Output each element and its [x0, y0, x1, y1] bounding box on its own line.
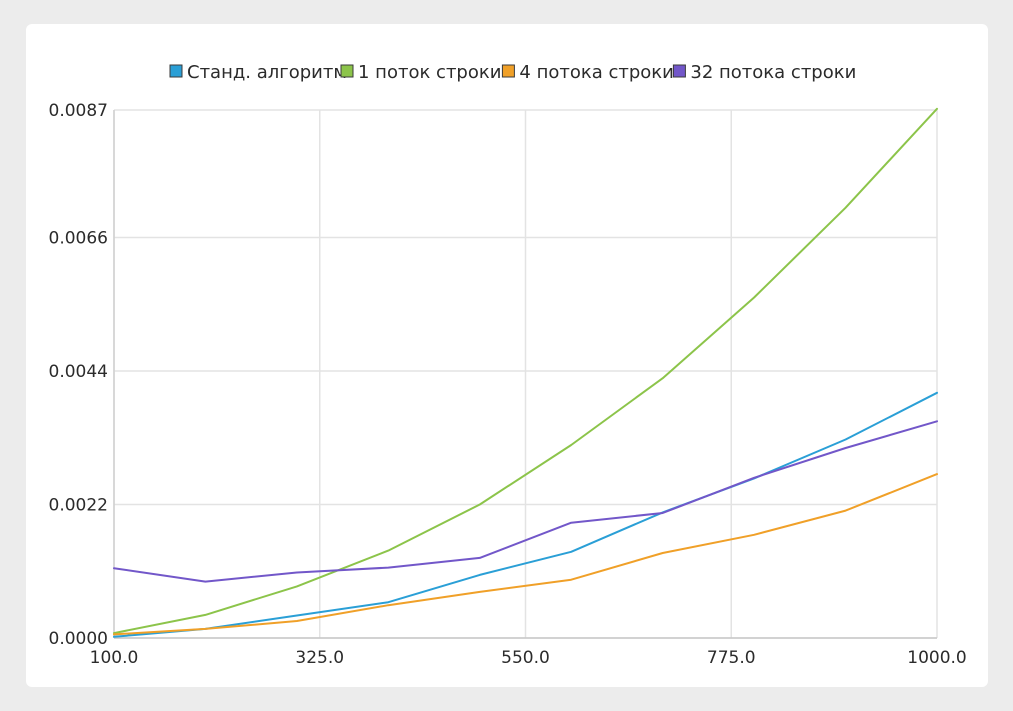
x-tick-label: 550.0 — [501, 648, 550, 668]
legend-swatch — [501, 64, 515, 78]
legend-label: 32 потока строки — [690, 62, 856, 83]
series-line-3 — [113, 473, 938, 636]
axes: 100.0 325.0 550.0 775.0 1000.0 0.0000 0.0022 0.… — [49, 101, 967, 668]
legend-swatch — [672, 64, 686, 78]
legend-label: 1 поток строки — [358, 62, 501, 83]
legend-swatch — [169, 64, 183, 78]
y-tick-label: 0.0000 — [49, 629, 108, 649]
legend-label: 4 потока строки — [519, 62, 673, 83]
grid — [113, 109, 938, 639]
legend-label: Станд. алгоритм — [187, 62, 347, 83]
legend-item[interactable]: 1 поток строки — [340, 62, 501, 83]
legend-item[interactable]: 4 потока строки — [501, 62, 674, 83]
x-tick-label: 775.0 — [707, 648, 756, 668]
chart-card: 100.0 325.0 550.0 775.0 1000.0 0.0000 0.0022 0.… — [26, 24, 988, 687]
series-lines — [113, 107, 938, 638]
legend-item[interactable]: Станд. алгоритм — [169, 62, 347, 83]
x-tick-label: 100.0 — [90, 648, 139, 668]
legend-swatch — [340, 64, 354, 78]
legend-item[interactable]: 32 потока строки — [672, 62, 856, 83]
series-line-2 — [113, 107, 938, 635]
series-line-1 — [113, 391, 938, 638]
x-tick-label: 1000.0 — [907, 648, 966, 668]
y-tick-label: 0.0087 — [49, 101, 108, 121]
y-tick-label: 0.0044 — [49, 362, 108, 382]
line-chart: 100.0 325.0 550.0 775.0 1000.0 0.0000 0.0022 0.… — [49, 62, 967, 668]
x-tick-label: 325.0 — [295, 648, 344, 668]
legend: Станд. алгоритм 1 поток строки 4 потока ст… — [169, 62, 856, 83]
y-tick-label: 0.0066 — [49, 228, 108, 248]
y-tick-label: 0.0022 — [49, 495, 108, 515]
series-line-4 — [113, 420, 938, 583]
